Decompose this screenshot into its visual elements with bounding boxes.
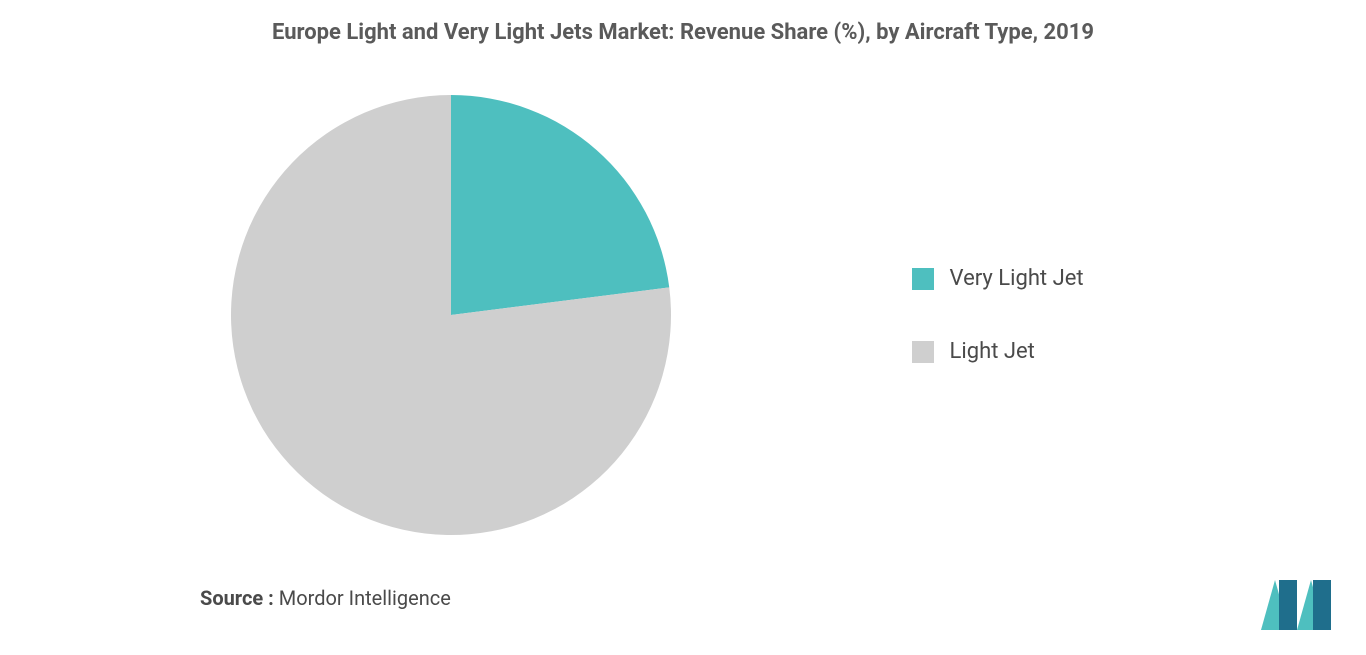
brand-logo: [1261, 580, 1331, 630]
legend-swatch: [912, 341, 934, 363]
source-line: Source : Mordor Intelligence: [200, 586, 451, 610]
pie-container: [0, 85, 902, 545]
chart-area: Very Light Jet Light Jet: [0, 80, 1366, 550]
chart-title: Europe Light and Very Light Jets Market:…: [0, 20, 1366, 45]
logo-shape: [1313, 580, 1331, 630]
legend-swatch: [912, 268, 934, 290]
legend-label: Light Jet: [950, 339, 1035, 364]
chart-frame: Europe Light and Very Light Jets Market:…: [0, 0, 1366, 655]
legend-item: Light Jet: [912, 339, 1366, 364]
source-label: Source :: [200, 586, 274, 610]
pie-chart: [221, 85, 681, 545]
source-value: Mordor Intelligence: [279, 586, 451, 610]
legend: Very Light Jet Light Jet: [902, 266, 1366, 364]
logo-shape: [1279, 580, 1297, 630]
legend-label: Very Light Jet: [950, 266, 1084, 291]
pie-slice: [451, 95, 669, 315]
legend-item: Very Light Jet: [912, 266, 1366, 291]
